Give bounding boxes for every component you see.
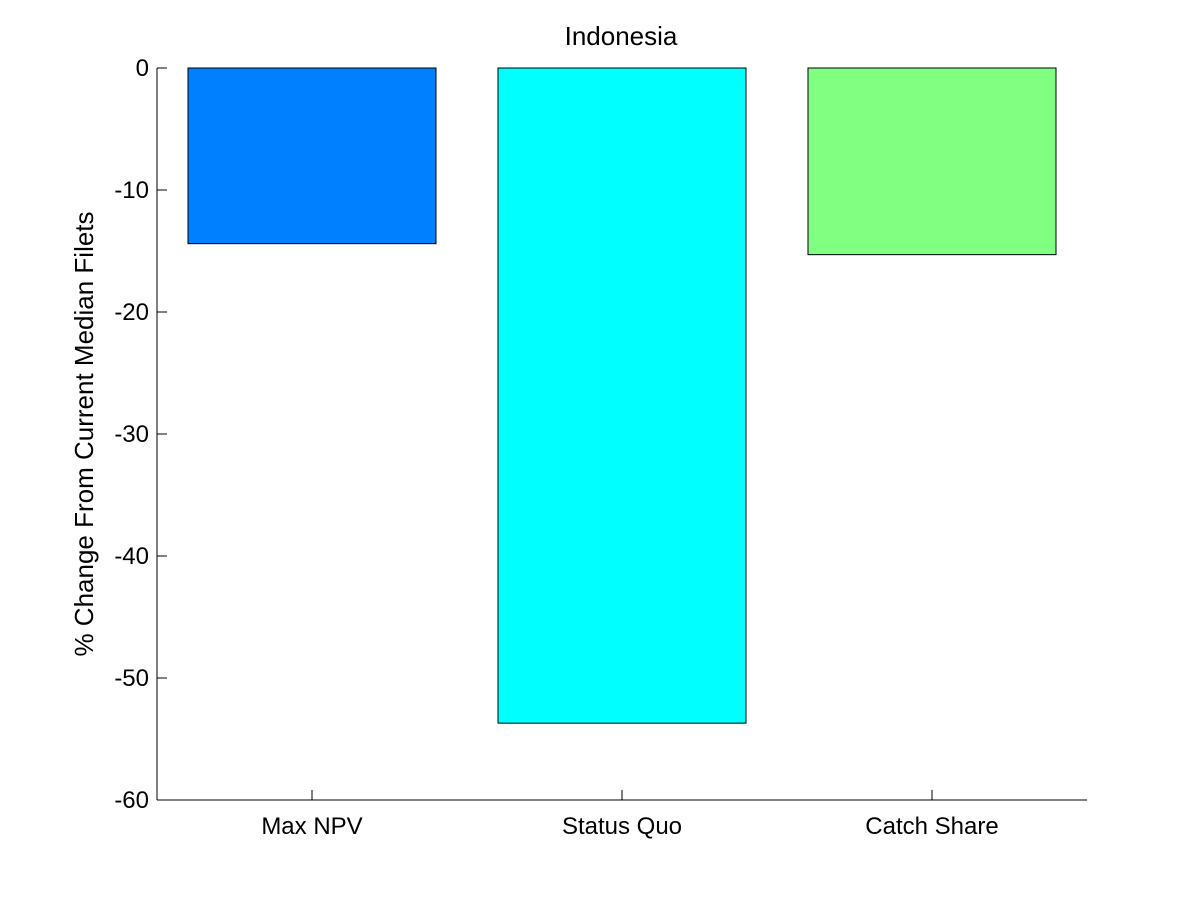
bar-catch-share <box>807 67 1057 256</box>
y-axis-label: % Change From Current Median Filets <box>69 211 99 656</box>
bar-max-npv <box>187 67 437 245</box>
y-tick-label: -60 <box>114 787 149 814</box>
chart-title: Indonesia <box>565 21 678 51</box>
y-ticks-group: 0 -10 -20 -30 -40 -50 -60 <box>114 55 167 814</box>
y-tick-label: -30 <box>114 421 149 448</box>
y-tick-label: 0 <box>136 55 149 82</box>
x-tick-label: Status Quo <box>562 813 682 840</box>
y-tick-label: -40 <box>114 543 149 570</box>
y-tick-label: -50 <box>114 665 149 692</box>
y-tick-label: -10 <box>114 177 149 204</box>
bars-group <box>187 67 1057 724</box>
x-tick-label: Max NPV <box>261 813 362 840</box>
bar-status-quo <box>497 67 747 724</box>
x-tick-label: Catch Share <box>865 813 998 840</box>
y-tick-label: -20 <box>114 299 149 326</box>
x-ticks-group: Max NPV Status Quo Catch Share <box>261 790 999 840</box>
